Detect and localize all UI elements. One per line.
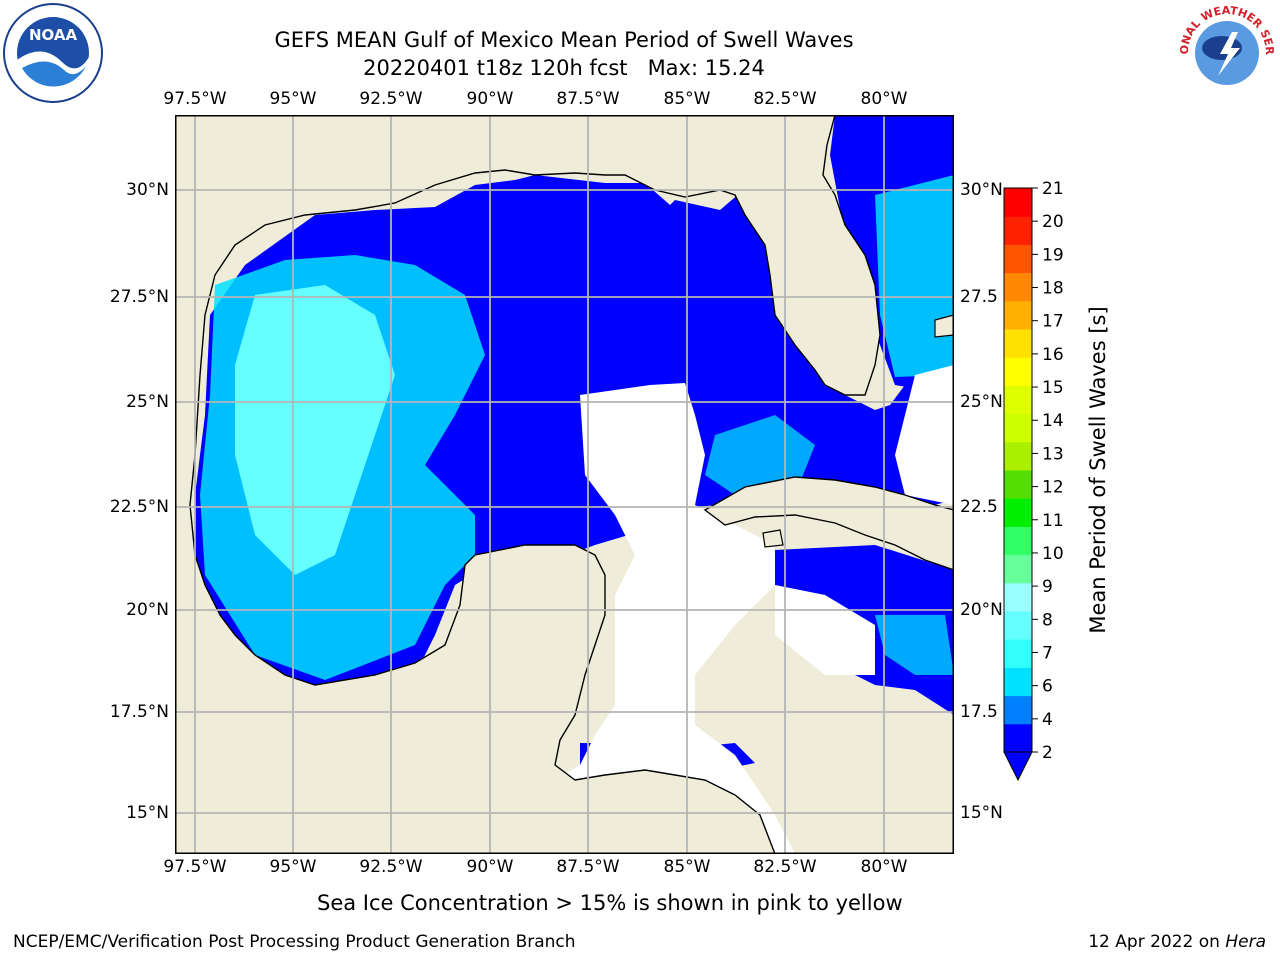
colorbar-ticks: 21 20 19 18 17 16 15 14 13 12 11 10 9 8 7 6 4 2	[1032, 180, 1064, 763]
lat-label-right-22-5: 22.5	[960, 497, 998, 517]
colorbar-tick-label: 8	[1042, 610, 1053, 630]
lon-label-top-87-5: 87.5°W	[556, 89, 620, 109]
colorbar-band	[1004, 498, 1032, 527]
colorbar-tick-label: 7	[1042, 643, 1053, 663]
lat-label-left-22-5: 22.5°N	[109, 497, 169, 517]
colorbar-band	[1004, 216, 1032, 245]
colorbar-band	[1004, 582, 1032, 612]
colorbar-band	[1004, 695, 1032, 725]
colorbar-band	[1004, 357, 1032, 386]
lon-label-top-95: 95°W	[269, 89, 317, 109]
colorbar-tick-label: 6	[1042, 677, 1053, 697]
nws-logo: NATIONAL WEATHER SERVICE	[1176, 2, 1276, 102]
colorbar-band	[1004, 554, 1032, 584]
colorbar-tick-label: 13	[1042, 444, 1064, 464]
colorbar-tick-label: 17	[1042, 312, 1064, 332]
colorbar-band	[1004, 413, 1032, 443]
western-gulf-water-light	[235, 285, 395, 575]
map-frame	[175, 115, 954, 854]
lon-label-top-85: 85°W	[663, 89, 711, 109]
honduras-white	[775, 585, 875, 675]
colorbar-band	[1004, 385, 1032, 415]
footer-date: 12 Apr 2022 on	[1088, 932, 1220, 952]
colorbar-bands	[1004, 188, 1032, 753]
lon-label-top-82-5: 82.5°W	[753, 89, 817, 109]
noaa-logo: NOAA	[3, 3, 103, 103]
lon-label-bottom-90: 90°W	[466, 857, 514, 877]
colorbar-band	[1004, 300, 1032, 330]
colorbar-band	[1004, 667, 1032, 697]
us-gulf-coast-land	[175, 115, 881, 854]
eastern-atlantic-water-mid	[875, 175, 954, 377]
sea-ice-caption: Sea Ice Concentration > 15% is shown in …	[317, 891, 903, 915]
lat-label-right-30: 30°N	[960, 180, 1003, 200]
gulf-of-mexico-map	[175, 115, 954, 854]
colorbar-tick-label: 14	[1042, 411, 1064, 431]
colorbar-band	[1004, 526, 1032, 556]
lon-label-bottom-82-5: 82.5°W	[753, 857, 817, 877]
lon-label-top-97-5: 97.5°W	[163, 89, 227, 109]
colorbar-band	[1004, 470, 1032, 499]
lat-label-left-17-5: 17.5°N	[109, 702, 169, 722]
colorbar-band	[1004, 272, 1032, 302]
colorbar-tick-label: 2	[1042, 743, 1053, 763]
lat-label-left-15: 15°N	[126, 803, 169, 823]
colorbar-label: Mean Period of Swell Waves [s]	[1086, 306, 1110, 634]
lon-label-top-80: 80°W	[860, 89, 908, 109]
caribbean-nodata	[555, 383, 795, 854]
map-gridlines	[175, 115, 954, 854]
lon-label-bottom-87-5: 87.5°W	[556, 857, 620, 877]
colorbar-band	[1004, 723, 1032, 753]
lat-label-left-30: 30°N	[126, 180, 169, 200]
colorbar-tick-label: 18	[1042, 279, 1064, 299]
isla-juventud-land	[762, 529, 784, 548]
colorbar-tick-label: 10	[1042, 544, 1064, 564]
colorbar: 21 20 19 18 17 16 15 14 13 12 11 10 9 8 7 6 4 2	[1003, 180, 1064, 782]
lon-label-top-92-5: 92.5°W	[359, 89, 423, 109]
lat-label-right-25: 25°N	[960, 392, 1003, 412]
cuba-south-water-mid	[875, 615, 954, 675]
footer-machine: Hera	[1225, 932, 1266, 952]
colorbar-tick-label: 19	[1042, 245, 1064, 265]
lat-label-right-27-5: 27.5	[960, 287, 998, 307]
footer-date-machine: 12 Apr 2022 on Hera	[1088, 932, 1266, 952]
lat-label-left-27-5: 27.5°N	[109, 287, 169, 307]
lon-label-bottom-80: 80°W	[860, 857, 908, 877]
map-subtitle: 20220401 t18z 120h fcst Max: 15.24	[363, 56, 765, 80]
colorbar-frame	[1003, 187, 1033, 753]
lat-label-right-20: 20°N	[960, 600, 1003, 620]
colorbar-tick-label: 4	[1042, 710, 1053, 730]
colorbar-tick-label: 20	[1042, 212, 1064, 232]
colorbar-band	[1004, 329, 1032, 358]
colorbar-tick-label: 12	[1042, 478, 1064, 498]
colorbar-tick-label: 16	[1042, 345, 1064, 365]
lat-label-left-25: 25°N	[126, 392, 169, 412]
colorbar-tick-label: 9	[1042, 577, 1053, 597]
east-cuba-white	[895, 365, 954, 505]
lat-label-right-17-5: 17.5	[960, 702, 998, 722]
lon-label-bottom-97-5: 97.5°W	[163, 857, 227, 877]
noaa-logo-text: NOAA	[29, 26, 78, 44]
lat-label-left-20: 20°N	[126, 600, 169, 620]
colorbar-tick-label: 15	[1042, 378, 1064, 398]
lon-label-bottom-95: 95°W	[269, 857, 317, 877]
footer-branch: NCEP/EMC/Verification Post Processing Pr…	[13, 932, 576, 952]
colorbar-band	[1004, 611, 1032, 640]
colorbar-band	[1004, 441, 1032, 471]
colorbar-band	[1004, 639, 1032, 668]
lon-label-bottom-85: 85°W	[663, 857, 711, 877]
lon-label-bottom-92-5: 92.5°W	[359, 857, 423, 877]
bahamas-land	[934, 314, 954, 338]
colorbar-band	[1004, 188, 1032, 217]
colorbar-extend-arrow	[1003, 751, 1033, 782]
colorbar-band	[1004, 244, 1032, 274]
yucatan-channel-water-mid	[705, 415, 815, 495]
colorbar-tick-label: 11	[1042, 511, 1064, 531]
lat-label-right-15: 15°N	[960, 803, 1003, 823]
cuba-land	[703, 476, 954, 571]
colorbar-tick-label: 21	[1042, 180, 1064, 199]
lon-label-top-90: 90°W	[466, 89, 514, 109]
map-title: GEFS MEAN Gulf of Mexico Mean Period of …	[274, 28, 854, 52]
